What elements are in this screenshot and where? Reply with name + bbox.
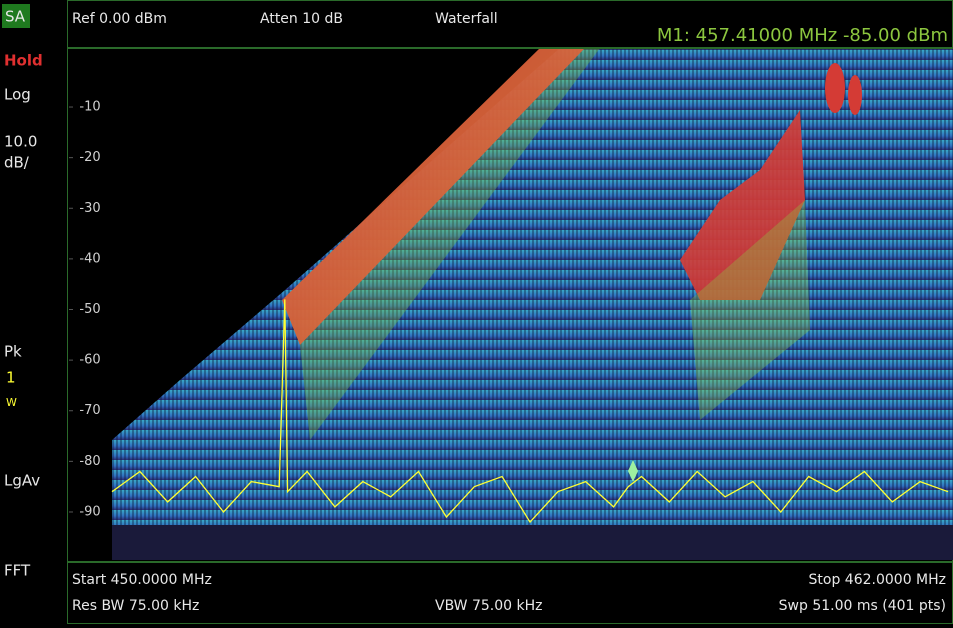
y-tick-label: -50 [79,302,100,317]
ref-level: Ref 0.00 dBm [72,11,167,27]
y-tick-label: -90 [79,504,100,519]
y-tick-label: -20 [79,150,100,165]
start-freq: Start 450.0000 MHz [72,572,212,588]
y-tick-label: -40 [79,251,100,266]
average: LgAv [4,472,40,490]
signal-cluster-tail [690,200,810,420]
scale-type: Log [4,86,31,104]
y-tick-label: -60 [79,353,100,368]
y-tick-label: -30 [79,201,100,216]
view-mode: Waterfall [435,11,498,27]
signal-blob [825,63,845,113]
scale-unit: dB/ [4,154,30,172]
trace-line [111,299,949,524]
waterfall-noise [112,49,953,525]
sweep-time: Swp 51.00 ms (401 pts) [779,598,946,614]
waterfall-floor [112,525,953,560]
res-bw: Res BW 75.00 kHz [72,598,199,614]
y-tick-label: -10 [79,100,100,115]
vbw: VBW 75.00 kHz [435,598,543,614]
sidebar [0,0,66,624]
sweep-band-tail [300,49,600,440]
signal-blob [848,75,862,115]
status: Hold [4,52,43,70]
y-tick-label: -80 [79,454,100,469]
trace-number: 1 [6,369,16,387]
waterfall [112,49,953,560]
mode: SA [5,8,26,26]
marker-readout: M1: 457.41000 MHz -85.00 dBm [657,25,948,46]
attenuation: Atten 10 dB [260,11,343,27]
mode-box [2,4,30,28]
trace-mode: W [6,396,17,409]
sweep-band [282,49,585,345]
scale-value: 10.0 [4,133,37,151]
detector: Pk [4,343,22,361]
signal-cluster [680,110,805,300]
stop-freq: Stop 462.0000 MHz [809,572,946,588]
y-tick-label: -70 [79,403,100,418]
marker-diamond [628,460,638,482]
sweep-type: FFT [4,562,31,580]
